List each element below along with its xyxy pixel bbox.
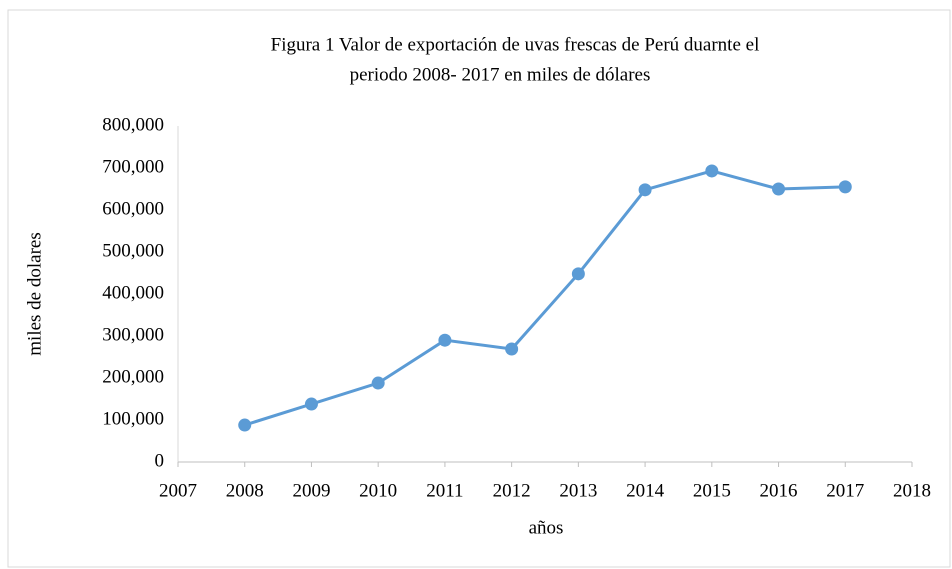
point [438, 333, 452, 347]
x-tick-label: 2016 [760, 480, 798, 501]
y-tick-label: 700,000 [102, 156, 164, 177]
y-axis-label: miles de dolares [24, 232, 45, 355]
x-axis-label: años [529, 517, 564, 538]
x-tick-label: 2018 [893, 480, 931, 501]
y-tick-label: 400,000 [102, 282, 164, 303]
x-tick-label: 2014 [626, 480, 665, 501]
x-tick-label: 2009 [292, 480, 330, 501]
x-tick-label: 2007 [159, 480, 197, 501]
y-tick-label: 500,000 [102, 240, 164, 261]
point [638, 183, 652, 197]
x-tick-label: 2013 [559, 480, 597, 501]
y-tick-label: 600,000 [102, 198, 164, 219]
chart-title: Figura 1 Valor de exportación de uvas fr… [271, 34, 760, 55]
x-tick-label: 2017 [826, 480, 864, 501]
line [244, 169, 846, 427]
y-tick-label: 300,000 [102, 324, 164, 345]
chart-border [7, 9, 951, 568]
point [238, 418, 252, 432]
x-tick-label: 2015 [693, 480, 731, 501]
y-tick-label: 100,000 [102, 408, 164, 429]
point [838, 180, 852, 194]
point [304, 397, 318, 411]
chart-title: periodo 2008- 2017 en miles de dólares [350, 64, 651, 85]
y-tick-label: 800,000 [102, 114, 164, 135]
x-tick-label: 2010 [359, 480, 397, 501]
x-tick-label: 2008 [226, 480, 264, 501]
point [505, 342, 519, 356]
y-tick-label: 200,000 [102, 366, 164, 387]
point [371, 376, 385, 390]
point [705, 164, 719, 178]
x-tick-label: 2011 [426, 480, 463, 501]
point [571, 267, 585, 281]
point [772, 182, 786, 196]
x-tick-label: 2012 [493, 480, 531, 501]
y-tick-label: 0 [155, 450, 165, 471]
